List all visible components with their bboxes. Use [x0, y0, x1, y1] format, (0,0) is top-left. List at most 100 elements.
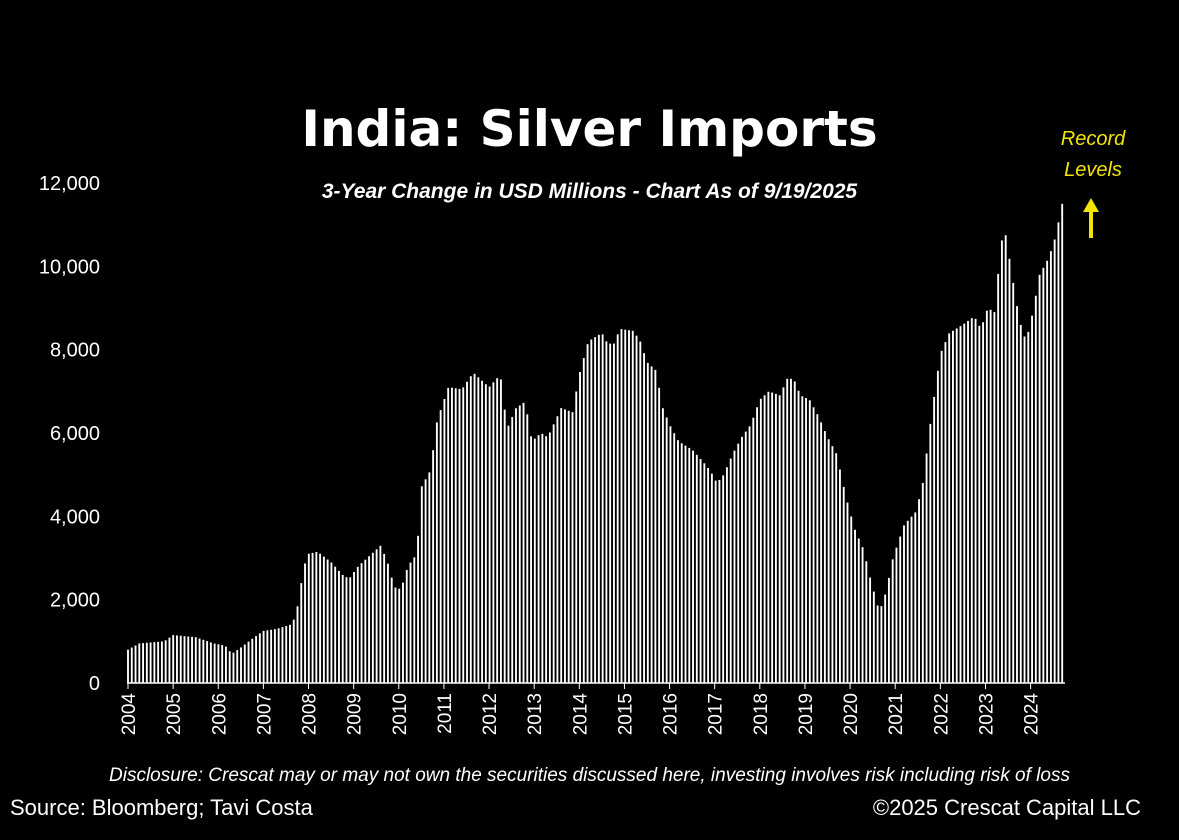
y-tick-label: 0: [89, 673, 100, 695]
bar: [447, 387, 450, 683]
bar: [435, 422, 438, 683]
bar: [628, 330, 630, 683]
bar: [405, 569, 408, 683]
bar: [921, 483, 924, 683]
bar: [752, 417, 755, 683]
bar: [884, 594, 887, 683]
bar: [658, 387, 661, 683]
bar: [424, 479, 427, 683]
bar: [692, 450, 694, 683]
bar: [194, 637, 197, 683]
x-tick-label: 2012: [480, 693, 501, 735]
bar: [899, 536, 902, 683]
bar: [292, 619, 295, 683]
bar: [729, 458, 732, 683]
bar: [228, 651, 231, 683]
bar: [153, 642, 156, 683]
bar: [522, 402, 525, 683]
x-tick-label: 2020: [841, 693, 862, 735]
bar: [1034, 295, 1037, 683]
bar: [646, 362, 649, 683]
bar: [311, 552, 314, 683]
bar: [914, 512, 917, 683]
disclosure-text: Disclosure: Crescat may or may not own t…: [109, 765, 1070, 786]
bar: [1027, 331, 1030, 683]
bar: [680, 443, 683, 683]
bar: [270, 629, 273, 683]
bar: [940, 350, 943, 683]
x-tick-label: 2017: [706, 693, 727, 735]
bar: [869, 577, 872, 683]
bar: [198, 638, 201, 683]
x-tick-label: 2008: [300, 693, 321, 735]
bar: [315, 552, 318, 683]
bar: [827, 439, 830, 683]
chart-title: India: Silver Imports: [301, 100, 878, 158]
bar: [989, 309, 992, 683]
bar: [710, 473, 713, 683]
y-tick-label: 6,000: [50, 423, 100, 445]
bar: [138, 643, 141, 683]
bar: [639, 341, 642, 683]
bar: [771, 392, 774, 683]
bar: [179, 635, 182, 683]
x-axis: 2004 2005 2006 2007 2008 2009 2010 2011 2012 2013…: [119, 683, 1043, 735]
x-tick-label: 2024: [1022, 693, 1043, 736]
bar: [936, 370, 939, 683]
bar: [168, 637, 171, 683]
bar: [967, 320, 969, 683]
annotation-line2: Levels: [1064, 159, 1122, 181]
bar: [650, 366, 653, 683]
bar: [164, 640, 167, 683]
bar: [383, 553, 386, 683]
bar: [925, 453, 928, 683]
bar: [887, 577, 890, 683]
y-axis: 0 2,000 4,000 6,000 8,000 10,000 12,000: [39, 173, 100, 695]
bar: [1004, 235, 1007, 683]
bar: [345, 577, 348, 683]
bar: [251, 638, 254, 683]
bar: [533, 438, 536, 683]
bar: [209, 642, 212, 683]
bar: [854, 529, 856, 683]
bar: [518, 405, 521, 683]
bar: [974, 318, 977, 683]
bar: [763, 395, 766, 683]
bar: [790, 378, 792, 683]
bar: [432, 450, 435, 683]
bar: [801, 396, 804, 683]
bar: [725, 467, 728, 683]
bar: [929, 423, 932, 683]
bar: [582, 358, 585, 683]
bar: [812, 407, 815, 683]
bar: [243, 644, 246, 683]
bar: [330, 562, 333, 683]
bar: [224, 646, 227, 683]
bar: [488, 386, 491, 683]
bar: [428, 472, 431, 683]
bar: [277, 628, 280, 683]
bar: [413, 557, 416, 683]
bar: [484, 384, 487, 683]
bar: [371, 552, 374, 683]
bar: [481, 380, 484, 683]
bar: [1012, 282, 1015, 683]
bar: [816, 414, 819, 683]
bar: [202, 639, 205, 683]
bar: [420, 486, 423, 683]
bar: [767, 391, 770, 683]
bar: [402, 582, 404, 683]
x-tick-label: 2015: [615, 693, 636, 735]
bar: [839, 469, 841, 683]
bar: [703, 463, 706, 683]
bar: [665, 417, 668, 683]
bar: [326, 559, 329, 683]
bar: [861, 547, 864, 683]
x-tick-label: 2018: [751, 693, 772, 735]
bar: [499, 379, 502, 683]
bar: [289, 624, 291, 683]
bar: [1049, 251, 1052, 683]
bar: [1061, 203, 1064, 684]
bar: [451, 387, 453, 683]
bar: [1038, 274, 1041, 683]
